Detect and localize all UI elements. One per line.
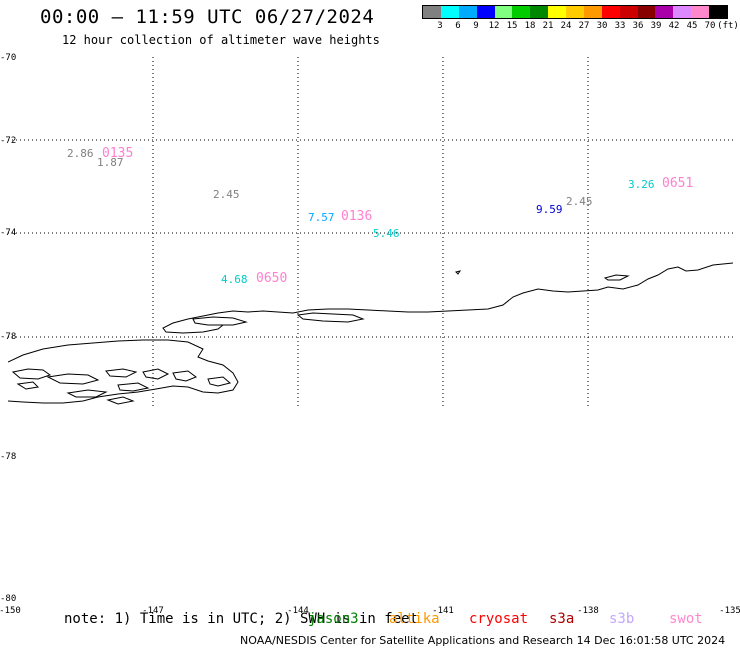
legend-item-s3a: s3a [549, 611, 575, 627]
color-swatch [655, 6, 674, 18]
island-outline [207, 376, 232, 387]
island-outline [106, 396, 135, 405]
lat-label: -80 [0, 594, 17, 604]
wave-height-value: 2.45 [213, 188, 240, 201]
wave-height-value: 7.57 [308, 211, 335, 224]
color-swatch [476, 6, 495, 18]
graticule [8, 57, 733, 407]
map-subtitle: 12 hour collection of altimeter wave hei… [62, 33, 380, 47]
legend-item-jason3: jason3 [308, 611, 359, 627]
map-title: 00:00 – 11:59 UTC 06/27/2024 [40, 6, 375, 28]
color-scale-tick: 6 [455, 21, 461, 31]
color-swatch [494, 6, 513, 18]
color-scale-tick: 39 [650, 21, 662, 31]
color-scale-tick: 9 [473, 21, 479, 31]
wave-height-value: 5.46 [373, 227, 400, 240]
lat-label: -74 [0, 228, 17, 238]
lon-label: -150 [0, 606, 21, 616]
color-swatch [619, 6, 638, 18]
color-scale-tick: 33 [614, 21, 626, 31]
island-outline [117, 382, 150, 392]
lat-label: -78 [0, 452, 17, 462]
lat-label: -72 [0, 136, 17, 146]
color-swatch [601, 6, 620, 18]
island-outline [66, 389, 108, 398]
color-swatch [548, 6, 566, 18]
lon-label: -138 [577, 606, 599, 616]
color-scale-tick: 15 [506, 21, 518, 31]
color-scale-tick: (ft) [717, 21, 739, 31]
color-scale-tick: 45 [686, 21, 698, 31]
legend-item-cryosat: cryosat [469, 611, 529, 627]
island-outline [455, 270, 462, 275]
color-scale-tick: 70 [704, 21, 716, 31]
units-note: note: 1) Time is in UTC; 2) SWH is in fe… [64, 611, 419, 627]
pass-time-label: 0135 [102, 146, 134, 161]
lon-label: -147 [142, 606, 164, 616]
color-scale-tick: 3 [437, 21, 443, 31]
lon-label: -135 [719, 606, 740, 616]
color-scale-tick: 27 [578, 21, 590, 31]
island-outline [172, 370, 198, 382]
wave-height-value: 9.59 [536, 203, 563, 216]
lon-label: -141 [432, 606, 454, 616]
wave-height-value: 2.45 [566, 195, 593, 208]
ice-shelf-edge [162, 262, 733, 334]
lat-label: -70 [0, 53, 17, 63]
color-swatch [458, 6, 477, 18]
color-scale-swatches [422, 5, 728, 19]
island-outline [11, 368, 52, 380]
color-scale-ticks: 3 6 9 12 15 18 21 24 27 30 33 36 39 42 45 70 (ft) [422, 19, 739, 33]
pass-time-label: 0651 [662, 176, 694, 191]
color-scale-tick: 24 [560, 21, 572, 31]
wave-height-value: 3.26 [628, 178, 655, 191]
color-swatch [583, 6, 602, 18]
lat-label: -78 [0, 332, 17, 342]
color-swatch [709, 6, 727, 18]
color-scale-tick: 36 [632, 21, 644, 31]
legend-item-altika: altika [389, 611, 440, 627]
coastline [8, 262, 733, 405]
color-swatch [440, 6, 459, 18]
wave-height-color-scale: 3 6 9 12 15 18 21 24 27 30 33 36 39 42 45 70 (ft) [422, 5, 739, 35]
island-outline [105, 368, 138, 378]
color-scale-tick: 12 [488, 21, 500, 31]
color-swatch [423, 6, 441, 18]
lon-label: -144 [287, 606, 309, 616]
color-scale-tick: 30 [596, 21, 608, 31]
pass-time-label: 0136 [341, 209, 373, 224]
credit-footer: NOAA/NESDIS Center for Satellite Applica… [240, 634, 726, 647]
color-swatch [530, 6, 549, 18]
island-outline [296, 312, 365, 323]
wave-height-value: 2.86 [67, 147, 94, 160]
pass-time-label: 0650 [256, 271, 288, 286]
color-swatch [673, 6, 692, 18]
island-outline [142, 368, 170, 380]
color-swatch [512, 6, 531, 18]
wave-height-value: 4.68 [221, 273, 248, 286]
map-plot [8, 57, 733, 407]
color-swatch [691, 6, 709, 18]
legend-item-s3b: s3b [609, 611, 635, 627]
island-outline [46, 373, 100, 385]
island-outline [192, 316, 248, 326]
color-scale-tick: 42 [668, 21, 680, 31]
island-outline [603, 274, 630, 281]
color-scale-tick: 18 [524, 21, 536, 31]
wave-height-value: 1.87 [97, 156, 124, 169]
color-swatch [566, 6, 584, 18]
coast-outline [8, 339, 239, 404]
color-swatch [637, 6, 656, 18]
island-outline [16, 381, 40, 390]
legend-item-swot: swot [669, 611, 703, 627]
color-scale-tick: 21 [542, 21, 554, 31]
